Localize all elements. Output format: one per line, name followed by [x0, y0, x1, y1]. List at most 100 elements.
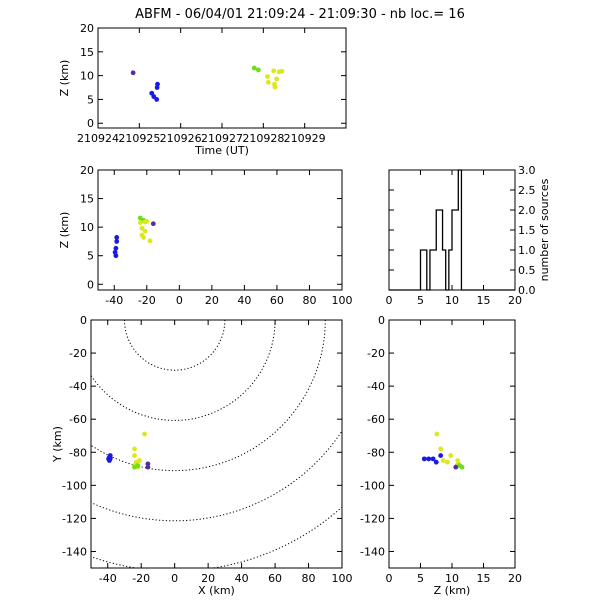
x-tick-label: 60	[268, 572, 282, 585]
x-tick-label: 10	[445, 294, 459, 307]
y-tick-label: 0.0	[518, 284, 536, 297]
y-tick-label: -60	[69, 413, 87, 426]
data-point	[265, 79, 271, 85]
y-tick-label: 2.5	[518, 184, 536, 197]
x-tick-label: 0	[386, 572, 393, 585]
y-tick-label: 15	[80, 193, 94, 206]
y-tick-label: -100	[62, 479, 87, 492]
x-tick-label: 0	[176, 294, 183, 307]
data-point	[145, 461, 151, 467]
y-tick-label: -120	[360, 512, 385, 525]
data-point	[430, 456, 436, 462]
y-tick-label: 0	[378, 314, 385, 327]
data-point	[141, 235, 146, 240]
x-tick-label: 0	[386, 294, 393, 307]
data-point	[132, 453, 137, 458]
data-point	[426, 456, 432, 462]
data-point	[112, 249, 118, 255]
y-tick-label: 2.0	[518, 204, 536, 217]
plot-frame	[97, 169, 343, 291]
x-tick-label: 210926	[160, 132, 202, 145]
data-point	[147, 238, 153, 244]
x-tick-label: 210925	[118, 132, 160, 145]
chart-title: ABFM - 06/04/01 21:09:24 - 21:09:30 - nb…	[135, 7, 465, 22]
x-tick-label: 40	[237, 294, 251, 307]
x-tick-label: 60	[270, 294, 284, 307]
y-axis-title: Y (km)	[51, 426, 64, 463]
plot-frame	[90, 319, 343, 569]
range-ring	[123, 320, 226, 371]
x-axis-title: Time (UT)	[194, 144, 249, 157]
y-tick-label: -80	[367, 446, 385, 459]
y-tick-label: 20	[80, 22, 94, 35]
plot-frame	[388, 319, 516, 569]
y-axis-title: Z (km)	[58, 212, 71, 249]
panel-height-y: 0 5 10 15 20 0 -20 -40 -60 -80 -100 -120 -140 Z (km)	[360, 314, 522, 597]
x-tick-label: 100	[332, 572, 353, 585]
x-tick-label: 210927	[201, 132, 243, 145]
data-point	[142, 228, 148, 234]
histogram-line	[389, 169, 515, 291]
data-point	[130, 70, 136, 76]
y-tick-label: -120	[62, 512, 87, 525]
y-tick-label: 0	[80, 314, 87, 327]
y-tick-label: 5	[87, 250, 94, 263]
data-point	[438, 453, 444, 458]
y-tick-label: -40	[69, 380, 87, 393]
x-tick-label: 15	[477, 572, 491, 585]
x-axis-title: Z (km)	[434, 584, 471, 597]
data-point	[279, 68, 285, 74]
y-tick-label: 15	[80, 46, 94, 59]
y-tick-label: -100	[360, 479, 385, 492]
data-point	[107, 453, 113, 458]
x-tick-label: 15	[477, 294, 491, 307]
data-point	[132, 446, 137, 452]
y-tick-label: -20	[367, 347, 385, 360]
data-point	[135, 463, 141, 468]
data-point	[265, 74, 270, 79]
y-tick-label: -140	[360, 545, 385, 558]
x-tick-label: -20	[132, 572, 150, 585]
data-point	[434, 431, 440, 437]
y-tick-label: 20	[80, 164, 94, 177]
x-tick-label: 5	[417, 294, 424, 307]
data-point	[155, 81, 160, 87]
data-point	[440, 458, 446, 463]
data-point	[255, 67, 261, 73]
data-point	[438, 446, 444, 452]
data-point	[251, 65, 257, 71]
data-point	[271, 68, 277, 74]
y-tick-label: -80	[69, 446, 87, 459]
data-point	[433, 459, 439, 465]
x-tick-label: 20	[508, 572, 522, 585]
x-tick-label: 100	[332, 294, 353, 307]
y-tick-label: 1.5	[518, 224, 536, 237]
data-point	[459, 464, 465, 470]
y-tick-label: 0.5	[518, 264, 536, 277]
x-tick-label: 10	[445, 572, 459, 585]
data-point	[107, 456, 113, 462]
data-point	[139, 225, 145, 231]
y-axis-title: number of sources	[538, 178, 551, 281]
data-point	[453, 464, 459, 470]
x-tick-label: 20	[201, 572, 215, 585]
data-point	[154, 97, 160, 102]
x-tick-label: 210929	[284, 132, 326, 145]
x-tick-label: -20	[138, 294, 156, 307]
x-tick-label: 20	[205, 294, 219, 307]
x-tick-label: -40	[105, 294, 123, 307]
y-tick-label: 10	[80, 70, 94, 83]
y-tick-label: 10	[80, 221, 94, 234]
data-point	[114, 235, 120, 240]
panels: 210924 210925 210926 210927 210928 210929 0 5 10…	[51, 22, 552, 597]
data-point	[144, 219, 150, 224]
panel-x-height: -40 -20 0 20 40 60 80 100 0 5 10 15 20 Z (km)	[58, 164, 353, 307]
y-tick-label: -140	[62, 545, 87, 558]
x-tick-label: 80	[302, 294, 316, 307]
data-point	[150, 221, 156, 227]
data-point	[114, 239, 120, 244]
y-tick-label: -60	[367, 413, 385, 426]
x-tick-label: 0	[171, 572, 178, 585]
